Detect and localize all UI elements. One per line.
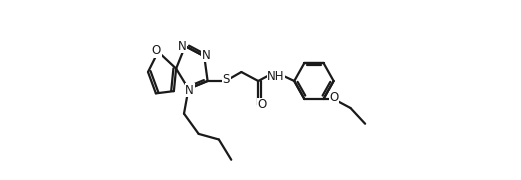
Text: N: N <box>185 84 194 96</box>
Text: O: O <box>152 44 161 57</box>
Text: O: O <box>258 98 267 111</box>
Text: O: O <box>329 91 339 104</box>
Text: S: S <box>222 73 230 86</box>
Text: N: N <box>178 40 187 53</box>
Text: NH: NH <box>267 70 285 83</box>
Text: N: N <box>202 49 210 62</box>
